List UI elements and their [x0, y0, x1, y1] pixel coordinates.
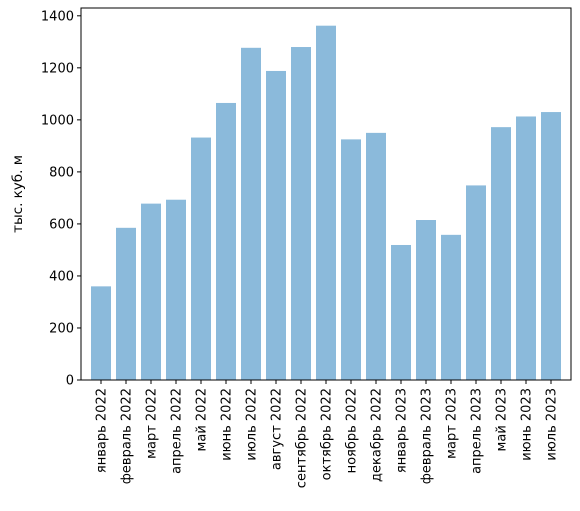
bar [366, 132, 386, 380]
bar [191, 137, 211, 380]
x-tick-label: ноябрь 2022 [345, 388, 360, 473]
x-tick-label: июнь 2022 [220, 388, 235, 461]
bar [541, 112, 561, 381]
plot-frame [80, 7, 572, 381]
x-tick-label: октябрь 2022 [320, 388, 335, 480]
x-tick-label: март 2023 [445, 388, 460, 459]
y-axis: 0 200 400 600 800 1000 1200 1400 [41, 9, 81, 389]
x-tick-label: февраль 2022 [120, 388, 135, 484]
x-tick-label: май 2023 [495, 388, 510, 451]
x-tick-label: сентябрь 2022 [295, 388, 310, 488]
x-axis: январь 2022 февраль 2022 март 2022 апрель 2… [95, 380, 560, 488]
bar [91, 286, 111, 380]
x-tick-label: март 2022 [145, 388, 160, 459]
x-tick-label: июль 2022 [245, 388, 260, 461]
bar [241, 47, 261, 381]
y-axis-label: тыс. куб. м [10, 155, 26, 233]
y-tick-label: 200 [49, 321, 74, 336]
bar [491, 127, 511, 380]
x-tick-label: июнь 2023 [520, 388, 535, 461]
bars-layer [91, 25, 561, 381]
x-tick-label: май 2022 [195, 388, 210, 451]
bar [166, 199, 186, 380]
bar [141, 203, 161, 380]
x-tick-label: январь 2022 [95, 388, 110, 473]
bar [466, 185, 486, 380]
bar [316, 25, 336, 380]
bar [266, 70, 286, 380]
bar [391, 244, 411, 380]
x-tick-label: август 2022 [270, 388, 285, 470]
x-tick-label: апрель 2023 [470, 388, 485, 474]
y-tick-label: 400 [49, 269, 74, 284]
x-tick-label: декабрь 2022 [370, 388, 385, 482]
x-tick-label: апрель 2022 [170, 388, 185, 474]
y-tick-label: 0 [66, 374, 74, 389]
y-tick-label: 1200 [41, 61, 74, 76]
bar [116, 227, 136, 380]
bar [441, 234, 461, 380]
y-tick-label: 1400 [41, 9, 74, 24]
x-tick-label: февраль 2023 [420, 388, 435, 484]
x-tick-label: июль 2023 [545, 388, 560, 461]
bar [291, 47, 311, 380]
bar [416, 220, 436, 380]
x-tick-label: январь 2023 [395, 388, 410, 473]
bar [516, 116, 536, 380]
y-tick-label: 1000 [41, 113, 74, 128]
y-tick-label: 600 [49, 217, 74, 232]
y-tick-label: 800 [49, 165, 74, 180]
bar [341, 139, 361, 380]
bar [216, 102, 236, 380]
